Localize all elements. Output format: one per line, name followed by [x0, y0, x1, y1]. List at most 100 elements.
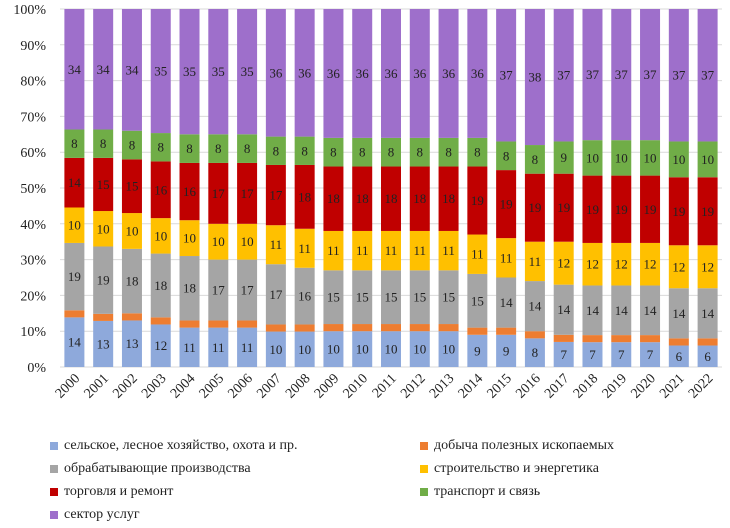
bar-segment [553, 173, 574, 242]
bar-segment [265, 331, 286, 367]
bar-segment [438, 9, 459, 138]
x-tick-label: 2019 [600, 371, 630, 401]
data-label: 36 [269, 65, 283, 80]
data-label: 11 [385, 243, 398, 258]
bar-segment [64, 9, 85, 130]
data-label: 10 [298, 342, 311, 357]
data-label: 10 [125, 223, 138, 238]
x-tick-label: 2014 [456, 371, 486, 401]
bar-segment [237, 162, 258, 224]
legend-item: добыча полезных ископаемых [420, 438, 614, 454]
bar-segment [697, 288, 718, 339]
bar-segment [409, 270, 430, 325]
bar-segment [64, 157, 85, 208]
bar-segment [438, 270, 459, 325]
x-tick-label: 2004 [168, 371, 198, 401]
legend: сельское, лесное хозяйство, охота и пр. д… [0, 428, 730, 528]
data-label: 10 [154, 228, 167, 243]
y-tick-label: 60% [20, 146, 46, 161]
bar-segment [640, 285, 661, 336]
data-label: 17 [212, 283, 226, 298]
bar-segment [668, 345, 689, 367]
data-label: 38 [528, 70, 541, 85]
bar-segment [553, 241, 574, 285]
y-tick-label: 70% [20, 110, 46, 125]
bar-segment [381, 331, 401, 367]
x-tick-label: 2013 [427, 371, 457, 401]
legend-label: сельское, лесное хозяйство, охота и пр. [64, 438, 298, 453]
data-label: 10 [644, 150, 657, 165]
bar-segment [237, 134, 258, 163]
bar-segment [496, 238, 517, 278]
data-label: 9 [560, 150, 567, 165]
data-label: 19 [97, 273, 110, 288]
data-label: 10 [385, 342, 398, 357]
bar-segment [697, 345, 718, 367]
data-label: 11 [183, 340, 196, 355]
bar-segment [237, 320, 258, 328]
legend-item: обрабатывающие производства [50, 461, 251, 477]
data-label: 37 [701, 68, 715, 83]
y-tick-label: 30% [20, 254, 46, 269]
legend-item: транспорт и связь [420, 484, 540, 500]
data-label: 13 [97, 336, 110, 351]
bar-segment [582, 285, 603, 336]
legend-item: строительство и энергетика [420, 461, 599, 477]
bar-segment [381, 230, 401, 271]
x-tick-label: 2010 [341, 371, 371, 401]
data-label: 36 [471, 66, 485, 81]
bar-segment [179, 320, 200, 328]
data-label: 11 [356, 243, 369, 258]
data-label: 19 [701, 204, 714, 219]
bar-segment [496, 277, 517, 328]
data-label: 14 [68, 175, 82, 190]
bar-segment [409, 331, 430, 367]
bar-segment [582, 342, 603, 367]
legend-label: сектор услуг [64, 507, 140, 522]
bar-segment [294, 164, 315, 229]
bar-segment [323, 324, 344, 332]
stacked-bar-chart: 0% 10% 20% 30% 40% 50% 60% 70% 80% 90% 100% 14 19 10… [13, 3, 722, 402]
data-label: 19 [615, 202, 628, 217]
bar-segment [611, 140, 632, 176]
bar-segment [150, 324, 171, 367]
bar-segment [93, 246, 114, 314]
bar-segment [611, 9, 632, 141]
bar-segment [323, 137, 344, 167]
data-label: 10 [701, 152, 714, 167]
data-label: 36 [385, 66, 399, 81]
legend-swatch [420, 465, 428, 473]
bar-segment [582, 335, 603, 343]
bar-segment [237, 259, 258, 321]
x-tick-label: 2012 [398, 371, 428, 401]
legend-label: обрабатывающие производства [64, 461, 251, 476]
bar-segment [150, 161, 171, 219]
data-label: 11 [327, 243, 340, 258]
bar-segment [93, 9, 114, 130]
bar-segment [640, 342, 661, 367]
y-axis-tick-labels: 0% 10% 20% 30% 40% 50% 60% 70% 80% 90% 100% [13, 3, 46, 376]
data-label: 8 [532, 152, 539, 167]
bar-segment [524, 145, 545, 174]
bar-segment [668, 141, 689, 178]
bar-segment [467, 273, 488, 328]
data-label: 17 [269, 188, 283, 203]
bar-segment [121, 159, 142, 214]
data-label: 8 [157, 140, 164, 155]
bar-segment [467, 234, 488, 274]
data-label: 10 [327, 342, 340, 357]
bar-segment [64, 207, 85, 243]
bar-segment [208, 134, 229, 163]
bar-segment [582, 175, 603, 243]
bar-segment [438, 230, 459, 271]
bar-segment [640, 175, 661, 243]
bar-segment [352, 137, 373, 167]
data-label: 35 [212, 64, 225, 79]
bar-segment [611, 342, 632, 367]
data-label: 8 [359, 145, 366, 160]
data-label: 11 [414, 243, 427, 258]
data-label: 18 [442, 191, 455, 206]
legend-label: добыча полезных ископаемых [434, 438, 614, 453]
data-label: 15 [413, 290, 426, 305]
data-label: 37 [557, 68, 571, 83]
